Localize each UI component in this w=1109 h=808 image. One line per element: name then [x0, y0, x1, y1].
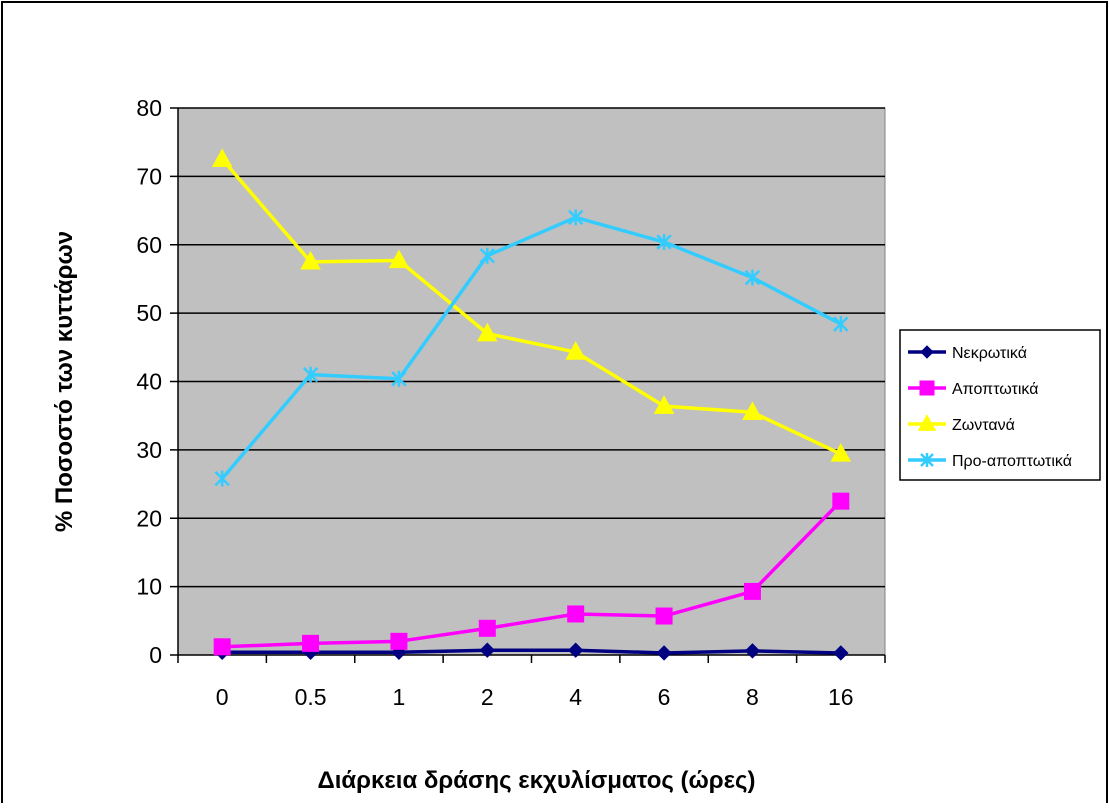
data-point — [565, 341, 586, 360]
x-tick-label: 16 — [828, 684, 854, 710]
series-line — [220, 215, 842, 480]
y-tick-label: 60 — [136, 232, 162, 258]
data-point — [656, 645, 672, 661]
legend: Νεκρωτικά Αποπτωτικά Ζωντανά Προ-αποπτωτικά — [899, 329, 1101, 481]
y-axis-title: % Ποσοστό των κυττάρων — [51, 231, 78, 532]
legend-item: Αποπτωτικά — [908, 380, 1038, 398]
series-3 — [214, 209, 849, 487]
legend-marker — [919, 380, 935, 396]
series-2 — [211, 148, 852, 462]
data-point — [656, 234, 672, 251]
data-point — [214, 470, 230, 487]
legend-marker — [917, 414, 937, 431]
x-tick-label: 6 — [658, 684, 671, 710]
y-tick-label: 0 — [149, 642, 162, 668]
data-point — [833, 316, 849, 333]
series-line — [222, 648, 841, 655]
data-point — [833, 645, 849, 661]
y-tick-label: 10 — [136, 574, 162, 600]
data-point — [302, 366, 319, 383]
x-tick-label: 1 — [393, 684, 406, 710]
data-point — [300, 250, 321, 270]
legend-marker — [920, 453, 934, 467]
data-point — [742, 401, 763, 420]
x-tick-label: 8 — [746, 684, 759, 710]
data-point — [567, 642, 584, 658]
data-point — [743, 582, 761, 600]
series-line — [222, 499, 843, 649]
legend-label: Νεκρωτικά — [952, 345, 1027, 362]
series-lines — [211, 148, 852, 661]
x-tick-label: 0 — [216, 684, 229, 710]
data-point — [744, 269, 761, 286]
data-point — [655, 607, 673, 625]
y-tick-label: 70 — [136, 163, 162, 189]
data-point — [832, 492, 850, 510]
legend-label: Ζωντανά — [952, 417, 1015, 434]
y-tick-label: 40 — [136, 369, 162, 395]
data-point — [568, 209, 584, 226]
x-tick-label: 2 — [481, 684, 494, 710]
x-tick-label: 4 — [569, 684, 582, 710]
legend-marker — [920, 345, 934, 359]
y-tick-label: 20 — [136, 505, 162, 531]
legend-label: Αποπτωτικά — [952, 381, 1038, 398]
data-point — [391, 370, 407, 387]
y-tick-label: 50 — [136, 300, 162, 326]
data-point — [744, 643, 761, 659]
data-point — [479, 642, 496, 658]
series-line — [220, 158, 842, 456]
y-tick-label: 80 — [136, 95, 162, 121]
data-point — [388, 249, 410, 269]
data-point — [302, 634, 320, 652]
data-point — [653, 395, 675, 414]
data-point — [830, 443, 852, 462]
data-point — [479, 247, 495, 264]
data-point — [390, 632, 408, 650]
series-1 — [213, 492, 850, 656]
legend-item: Ζωντανά — [908, 414, 1015, 434]
data-point — [567, 605, 585, 623]
legend-label: Προ-αποπτωτικά — [952, 453, 1072, 470]
x-tick-label: 0.5 — [295, 684, 327, 710]
y-tick-label: 30 — [136, 437, 162, 463]
legend-item: Προ-αποπτωτικά — [908, 453, 1072, 470]
data-point — [213, 638, 231, 656]
data-point — [477, 322, 498, 342]
legend-item: Νεκρωτικά — [908, 345, 1027, 362]
x-axis-title: Διάρκεια δράσης εκχυλίσματος (ώρες) — [317, 767, 755, 794]
data-point — [478, 619, 496, 637]
axes: 0 10 20 30 40 50 60 70 80 0 0.5 1 2 4 6 8 16 — [136, 95, 886, 710]
data-point — [211, 148, 233, 167]
